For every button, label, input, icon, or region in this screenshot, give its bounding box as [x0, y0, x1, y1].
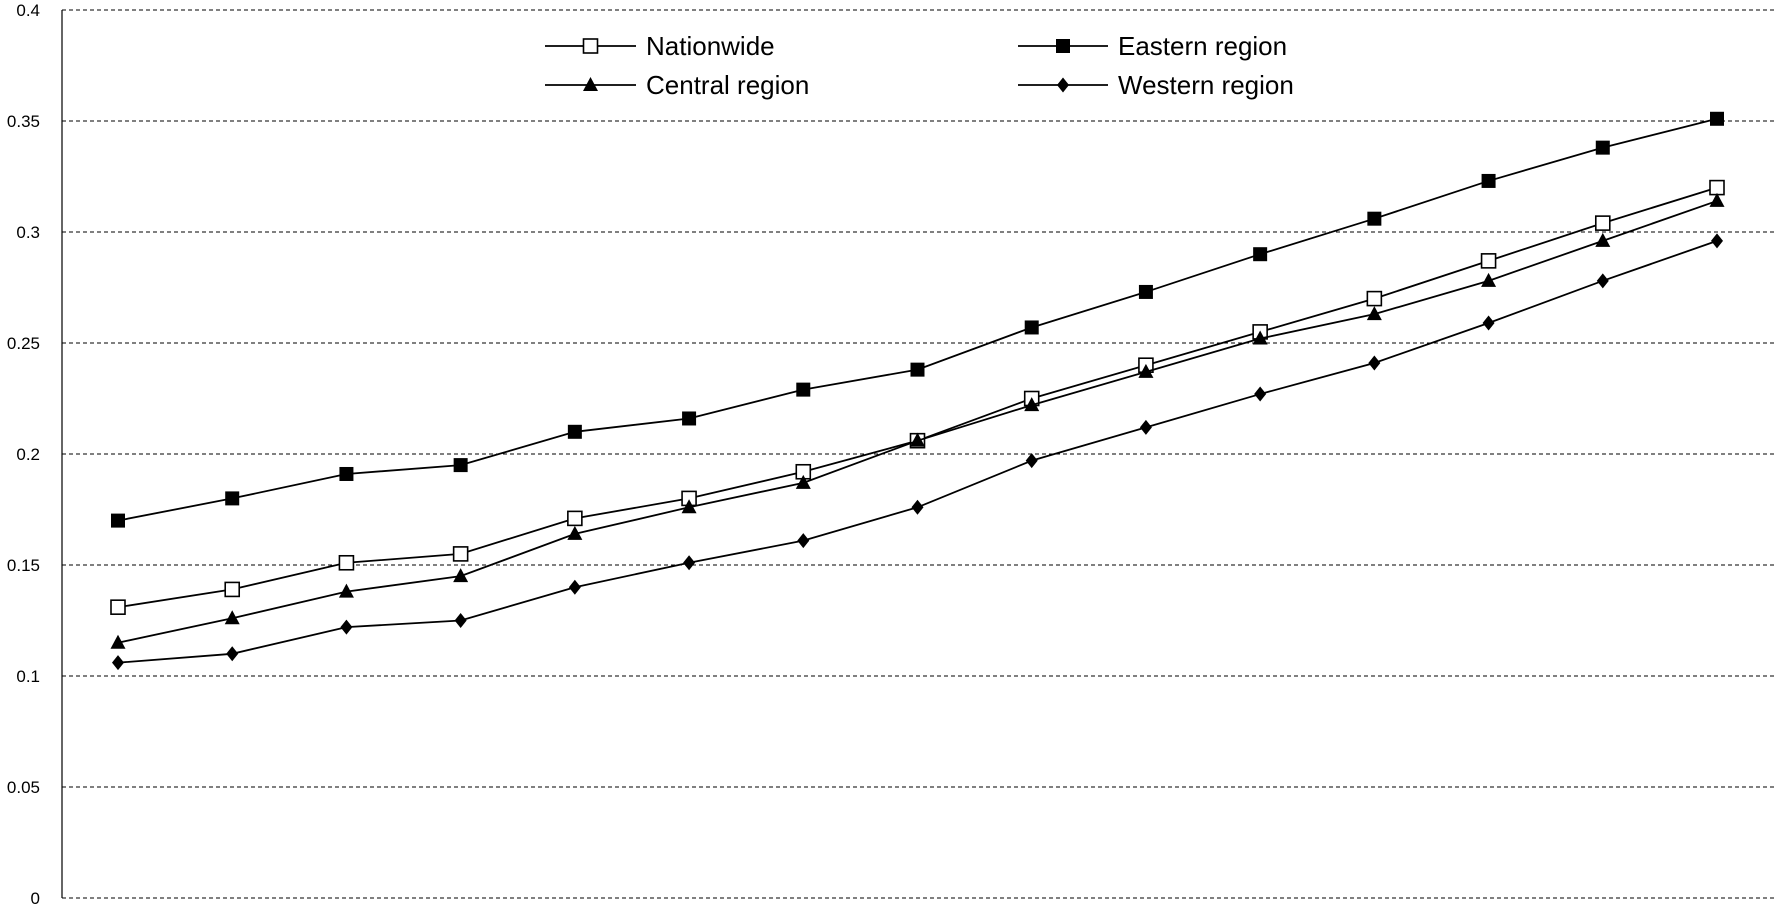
data-point — [796, 382, 811, 397]
data-point — [452, 546, 469, 562]
data-point — [453, 458, 468, 473]
legend-item: Central region — [545, 70, 809, 100]
data-point — [1254, 386, 1267, 402]
data-point — [1024, 397, 1040, 412]
data-point — [797, 533, 810, 549]
legend: Nationwide Eastern region Central region We… — [545, 31, 1294, 100]
data-point — [1138, 284, 1153, 299]
legend-marker — [583, 77, 598, 91]
data-point — [1252, 330, 1268, 345]
data-point — [110, 634, 126, 649]
y-tick-label: 0.25 — [7, 334, 40, 353]
data-point — [795, 474, 811, 489]
data-point — [1139, 419, 1152, 435]
data-point — [682, 411, 697, 426]
data-point — [1138, 363, 1154, 378]
y-tick-label: 0.35 — [7, 112, 40, 131]
data-point — [1594, 215, 1611, 231]
data-point — [340, 619, 353, 635]
data-point — [568, 579, 581, 595]
data-point — [1481, 272, 1497, 287]
y-tick-label: 0.1 — [16, 667, 40, 686]
legend-label: Central region — [646, 70, 809, 100]
data-point — [226, 646, 239, 662]
data-point — [1709, 192, 1725, 207]
data-point — [1481, 173, 1496, 188]
data-point — [224, 581, 241, 598]
series-line — [117, 117, 1718, 522]
data-point — [567, 510, 583, 527]
data-point — [338, 583, 354, 598]
series-line — [117, 200, 1718, 644]
data-point — [1024, 320, 1039, 335]
legend-marker — [1057, 77, 1069, 93]
y-tick-label: 0.4 — [16, 1, 40, 20]
series-line — [117, 240, 1718, 664]
data-point — [454, 613, 467, 628]
series-nationwide — [110, 179, 1725, 615]
data-point — [339, 466, 354, 481]
y-tick-label: 0.05 — [7, 778, 40, 797]
legend-marker — [1056, 39, 1070, 53]
y-tick-label: 0.3 — [16, 223, 40, 242]
legend-label: Western region — [1118, 70, 1294, 100]
data-point — [683, 555, 696, 571]
data-point — [1482, 315, 1495, 331]
data-point — [453, 568, 469, 583]
data-point — [1367, 211, 1382, 226]
data-point — [1709, 179, 1725, 196]
y-axis-ticks: 0 0.05 0.1 0.15 0.2 0.25 0.3 0.35 0.4 — [7, 1, 40, 904]
legend-label: Nationwide — [646, 31, 775, 61]
data-point — [1595, 140, 1610, 155]
data-point — [225, 491, 240, 506]
data-point — [567, 424, 582, 439]
data-point — [681, 499, 697, 514]
grid-lines — [62, 9, 1775, 899]
data-point — [1253, 247, 1268, 262]
data-point — [910, 432, 925, 447]
data-point — [1025, 453, 1038, 469]
data-point — [1596, 273, 1609, 289]
data-point — [338, 554, 355, 571]
data-point — [112, 655, 124, 671]
data-point — [110, 599, 126, 615]
legend-item: Nationwide — [545, 31, 775, 61]
data-point — [1710, 111, 1724, 126]
y-tick-label: 0.15 — [7, 556, 40, 575]
data-point — [111, 513, 125, 528]
legend-item: Western region — [1018, 70, 1294, 100]
data-point — [1366, 306, 1382, 321]
series-western-region — [112, 233, 1723, 671]
series-central-region — [110, 192, 1725, 649]
data-point — [1711, 233, 1723, 249]
series-layer — [110, 111, 1725, 671]
data-point — [1368, 355, 1381, 371]
data-point — [224, 610, 240, 625]
data-point — [911, 499, 924, 515]
legend-marker — [582, 38, 599, 54]
series-eastern-region — [111, 111, 1724, 528]
y-tick-label: 0 — [31, 889, 40, 904]
data-point — [1366, 290, 1383, 307]
legend-item: Eastern region — [1018, 31, 1287, 61]
series-line — [117, 186, 1718, 609]
data-point — [1595, 232, 1611, 247]
legend-label: Eastern region — [1118, 31, 1287, 61]
data-point — [567, 525, 583, 540]
y-tick-label: 0.2 — [16, 445, 40, 464]
data-point — [1480, 253, 1497, 269]
data-point — [910, 362, 925, 377]
